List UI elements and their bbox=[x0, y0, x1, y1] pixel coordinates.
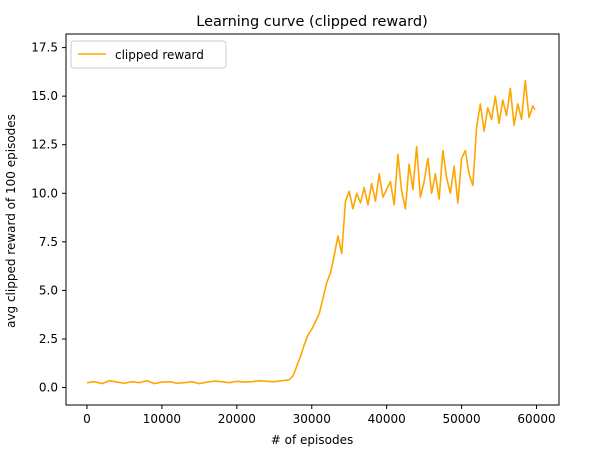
x-tick-label: 0 bbox=[83, 412, 91, 426]
x-axis-label: # of episodes bbox=[271, 433, 353, 447]
y-axis-ticks: 0.0 2.5 5.0 7.5 10.0 12.5 15.0 17.5 bbox=[31, 41, 66, 395]
axes-frame bbox=[65, 33, 560, 406]
x-tick-label: 10000 bbox=[143, 412, 181, 426]
y-tick-label: 17.5 bbox=[31, 41, 58, 55]
plot-area bbox=[86, 79, 536, 385]
y-tick-label: 15.0 bbox=[31, 89, 58, 103]
y-tick-label: 2.5 bbox=[39, 332, 58, 346]
x-axis-ticks: 0 10000 20000 30000 40000 50000 60000 bbox=[83, 405, 556, 426]
x-tick-label: 50000 bbox=[443, 412, 481, 426]
chart-title: Learning curve (clipped reward) bbox=[196, 14, 428, 30]
y-tick-label: 0.0 bbox=[39, 381, 58, 395]
legend: clipped reward bbox=[70, 40, 227, 69]
series-line-0 bbox=[86, 79, 536, 385]
x-tick-label: 40000 bbox=[368, 412, 406, 426]
y-tick-label: 12.5 bbox=[31, 138, 58, 152]
y-tick-label: 10.0 bbox=[31, 186, 58, 200]
x-tick-label: 60000 bbox=[517, 412, 555, 426]
legend-box bbox=[70, 40, 227, 69]
y-axis-label: avg clipped reward of 100 episodes bbox=[4, 114, 18, 328]
y-tick-label: 5.0 bbox=[39, 283, 58, 297]
x-tick-label: 20000 bbox=[218, 412, 256, 426]
x-tick-label: 30000 bbox=[293, 412, 331, 426]
y-tick-label: 7.5 bbox=[39, 235, 58, 249]
legend-label: clipped reward bbox=[115, 48, 204, 62]
